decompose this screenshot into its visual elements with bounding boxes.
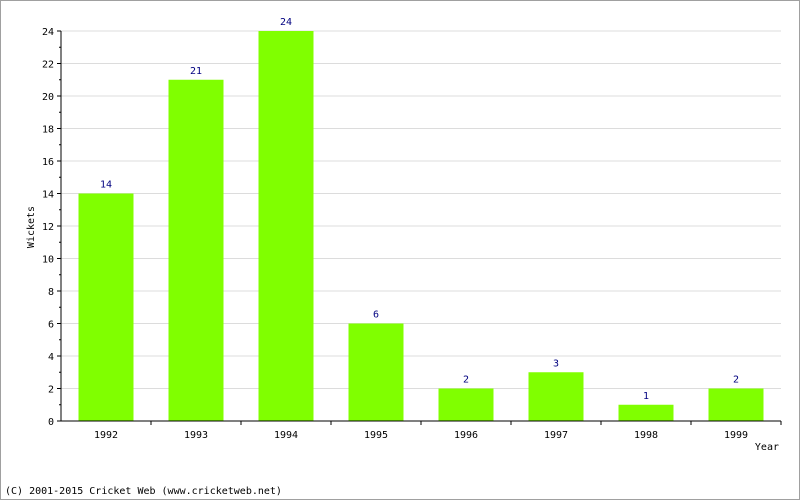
y-tick-label: 6 (48, 320, 54, 331)
labels: 0246810121416182022241419922119932419946… (42, 17, 748, 441)
bar-1992 (78, 193, 134, 421)
y-tick-label: 4 (48, 352, 54, 363)
bar-value-label: 21 (190, 66, 202, 77)
y-tick-label: 8 (48, 287, 54, 298)
y-axis-title: Wickets (26, 206, 37, 248)
bar-1994 (258, 31, 314, 421)
bar-1993 (168, 79, 224, 421)
x-tick-label: 1996 (454, 430, 478, 441)
y-tick-label: 24 (42, 27, 54, 38)
bar-value-label: 14 (100, 180, 112, 191)
x-tick-label: 1997 (544, 430, 568, 441)
x-tick-label: 1998 (634, 430, 658, 441)
bar-value-label: 2 (733, 375, 739, 386)
bar-value-label: 1 (643, 391, 649, 402)
x-tick-label: 1995 (364, 430, 388, 441)
x-tick-label: 1999 (724, 430, 748, 441)
bar-1998 (618, 404, 674, 421)
y-tick-label: 20 (42, 92, 54, 103)
y-tick-label: 16 (42, 157, 54, 168)
x-tick-label: 1994 (274, 430, 298, 441)
bar-1999 (708, 388, 764, 421)
x-tick-label: 1992 (94, 430, 118, 441)
bars (78, 31, 764, 421)
bar-value-label: 6 (373, 310, 379, 321)
bar-1997 (528, 372, 584, 421)
bar-value-label: 2 (463, 375, 469, 386)
y-tick-label: 2 (48, 385, 54, 396)
y-tick-label: 14 (42, 190, 54, 201)
bar-value-label: 24 (280, 17, 292, 28)
bar-value-label: 3 (553, 358, 559, 369)
x-axis-title: Year (755, 442, 779, 453)
axes (57, 30, 782, 425)
y-tick-label: 22 (42, 60, 54, 71)
x-tick-label: 1993 (184, 430, 208, 441)
y-tick-label: 10 (42, 255, 54, 266)
y-tick-label: 18 (42, 125, 54, 136)
y-tick-label: 12 (42, 222, 54, 233)
bar-1996 (438, 388, 494, 421)
y-tick-label: 0 (48, 417, 54, 428)
bar-1995 (348, 323, 404, 421)
copyright-text: (C) 2001-2015 Cricket Web (www.cricketwe… (5, 486, 282, 497)
